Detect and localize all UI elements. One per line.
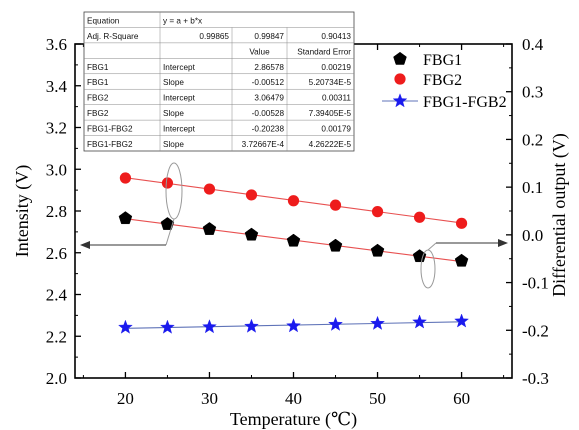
y-left-tick-label: 3.4 (46, 77, 68, 96)
y-left-tick-label: 2.4 (46, 286, 68, 305)
data-point-0 (245, 228, 258, 240)
y-right-tick-label: 0.0 (522, 226, 543, 245)
fit-table-cell: 3.06479 (254, 94, 284, 103)
x-tick-label: 50 (369, 389, 386, 408)
x-axis-title: Temperature (℃) (230, 409, 357, 430)
data-point-1 (204, 183, 215, 194)
y-left-tick-label: 2.8 (46, 202, 67, 221)
fit-table-cell: Slope (163, 109, 184, 118)
data-point-0 (161, 217, 174, 229)
fit-table-cell: Intercept (163, 125, 196, 134)
fit-table-cell: 0.99865 (199, 32, 229, 41)
legend-label: FBG2 (423, 72, 462, 89)
annotation-ellipse-right (421, 250, 435, 288)
y-left-tick-label: 3.2 (46, 119, 67, 138)
legend-marker (394, 73, 405, 84)
fit-table-cell: y = a + b*x (163, 16, 202, 25)
fit-table-cell: FBG2 (87, 109, 109, 118)
data-point-2 (203, 320, 217, 333)
fit-table-header-cell: Value (249, 47, 270, 56)
data-point-0 (455, 254, 468, 266)
x-tick-label: 30 (201, 389, 218, 408)
y-left-tick-label: 2.2 (46, 327, 67, 346)
data-point-2 (161, 320, 175, 333)
data-point-1 (120, 172, 131, 183)
fit-table-cell: 0.99847 (254, 32, 284, 41)
data-point-1 (330, 200, 341, 211)
annotation-ellipse-left (166, 163, 182, 219)
legend-label: FBG1 (423, 52, 462, 69)
y-right-tick-label: 0.1 (522, 178, 543, 197)
fit-table-cell: Adj. R-Square (87, 32, 139, 41)
legend-marker (394, 52, 407, 64)
fit-table-cell: 0.90413 (321, 32, 351, 41)
y-left-tick-label: 3.0 (46, 160, 67, 179)
data-point-0 (413, 250, 426, 262)
y-right-tick-label: -0.1 (522, 274, 549, 293)
y-left-tick-label: 2.6 (46, 244, 67, 263)
fit-table-header-cell: Standard Error (297, 47, 351, 56)
x-tick-label: 40 (285, 389, 302, 408)
fit-table-cell: Intercept (163, 94, 196, 103)
data-point-2 (287, 319, 301, 332)
y-right-axis-title: Differential output (V) (549, 133, 570, 297)
fit-table-cell: Intercept (163, 63, 196, 72)
fit-table-cell: 0.00179 (321, 125, 351, 134)
fit-table-cell: FBG1 (87, 78, 109, 87)
fit-table-cell: 7.39405E-5 (309, 109, 352, 118)
fit-table-cell: -0.20238 (252, 125, 285, 134)
data-point-2 (329, 317, 343, 330)
fit-table-cell: Equation (87, 16, 120, 25)
data-point-1 (288, 195, 299, 206)
fit-table-cell: FBG1-FBG2 (87, 140, 133, 149)
fit-table-cell: 3.72667E-4 (242, 140, 285, 149)
fit-table-cell: Slope (163, 78, 184, 87)
annotation-connector-right (428, 243, 436, 250)
arrow-left-head (80, 241, 90, 249)
data-point-2 (119, 320, 133, 333)
y-right-tick-label: 0.3 (522, 83, 543, 102)
fit-table-cell: FBG1 (87, 63, 109, 72)
x-tick-label: 20 (117, 389, 134, 408)
legend-label: FBG1-FGB2 (423, 94, 507, 111)
fit-table-cell: FBG2 (87, 94, 109, 103)
data-point-1 (414, 212, 425, 223)
fit-table-cell: 5.20734E-5 (309, 78, 352, 87)
x-tick-label: 60 (453, 389, 470, 408)
fit-table-cell: 0.00311 (322, 94, 351, 103)
data-point-1 (372, 206, 383, 217)
data-point-0 (119, 212, 132, 224)
data-point-0 (203, 222, 216, 234)
y-right-tick-label: 0.2 (522, 130, 543, 149)
data-point-2 (371, 316, 385, 329)
y-left-tick-label: 3.6 (46, 35, 67, 54)
data-point-2 (413, 315, 427, 328)
y-left-tick-label: 2.0 (46, 369, 67, 388)
data-point-0 (371, 244, 384, 256)
fit-table-cell: 4.26222E-5 (309, 140, 352, 149)
fit-table-cell: FBG1-FBG2 (87, 125, 133, 134)
y-right-tick-label: -0.3 (522, 369, 549, 388)
y-right-tick-label: 0.4 (522, 35, 544, 54)
data-point-0 (329, 239, 342, 251)
arrow-right-head (498, 239, 508, 247)
data-point-1 (456, 218, 467, 229)
fit-table-cell: -0.00528 (252, 109, 285, 118)
data-point-1 (162, 177, 173, 188)
fit-table-cell: 2.86578 (254, 63, 284, 72)
fit-table-cell: 0.00219 (321, 63, 351, 72)
y-right-tick-label: -0.2 (522, 321, 549, 340)
fit-table-cell: -0.00512 (252, 78, 285, 87)
data-point-1 (246, 189, 257, 200)
data-point-0 (287, 234, 300, 246)
fit-table-cell: Slope (163, 140, 184, 149)
legend-marker (393, 94, 407, 107)
data-point-2 (455, 314, 469, 327)
y-left-axis-title: Intensity (V) (12, 165, 33, 257)
data-point-2 (245, 319, 259, 332)
